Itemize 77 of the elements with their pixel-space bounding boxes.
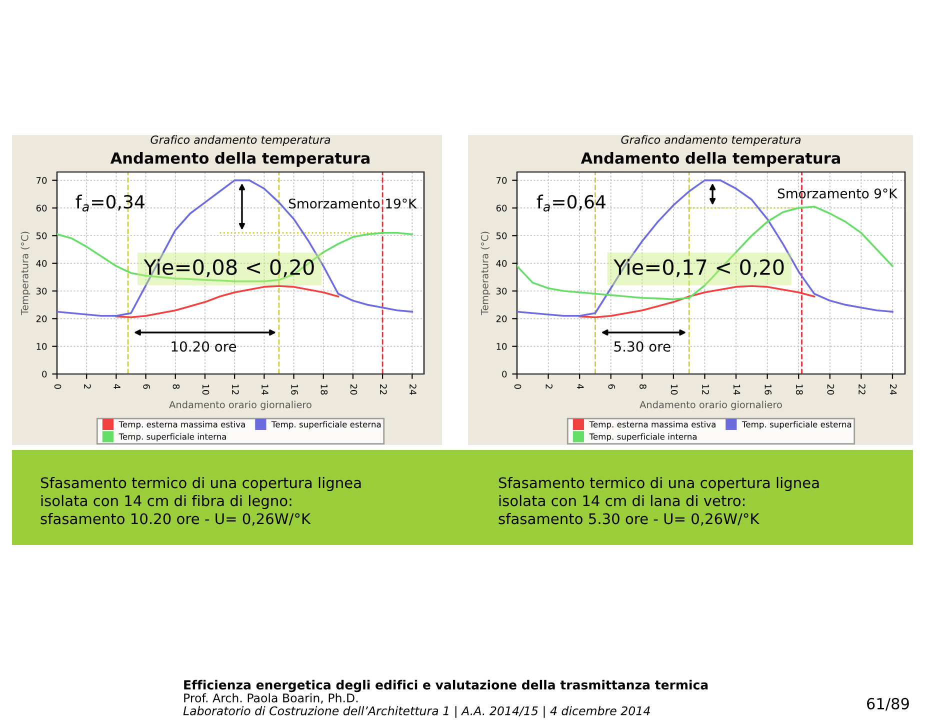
text: Sfasamento termico di una copertura lignea — [498, 476, 819, 492]
x-axis-title: Andamento orario giornaliero — [169, 400, 312, 410]
x-tick-label: 20 — [827, 384, 834, 395]
x-tick-label: 16 — [291, 384, 298, 395]
x-tick-label: 10 — [670, 384, 678, 395]
legend-label: Temp. superficiale interna — [118, 433, 226, 442]
x-tick-label: 6 — [608, 384, 616, 389]
x-tick-label: 12 — [232, 384, 239, 394]
x-tick-label: 18 — [320, 384, 328, 395]
y-tick-label: 60 — [496, 204, 507, 212]
x-tick-label: 2 — [546, 384, 552, 389]
y-axis-title: Temperatura (°C) — [480, 232, 490, 316]
x-tick-label: 4 — [114, 384, 120, 389]
y-tick-label: 40 — [36, 260, 47, 267]
y-tick-label: 20 — [496, 315, 507, 322]
y-tick-label: 20 — [36, 315, 47, 322]
y-tick-label: 30 — [496, 288, 507, 295]
line-series — [57, 232, 414, 282]
annotation: Yie=0,17 < 0,20 — [614, 258, 784, 278]
y-tick-label: 70 — [496, 177, 507, 184]
x-tick-label: 8 — [640, 384, 646, 389]
y-tick-label: 40 — [496, 260, 507, 267]
text: Efficienza energetica degli edifici e valutazione della trasmittanza termica — [184, 680, 708, 692]
y-tick-label: 50 — [36, 232, 47, 240]
annotation: 5.30 ore — [614, 341, 670, 352]
y-tick-label: 10 — [496, 343, 507, 350]
x-tick-label: 12 — [702, 384, 709, 394]
x-tick-label: 24 — [410, 384, 416, 395]
annotation: f$_{a}$=0,64 — [536, 194, 606, 212]
text: sfasamento 5.30 ore - U= 0,26W/°K — [498, 512, 760, 526]
y-tick-label: 60 — [36, 204, 47, 212]
text: 61/89 — [867, 698, 909, 711]
line-series — [115, 285, 340, 318]
x-tick-label: 6 — [143, 384, 150, 389]
x-tick-label: 24 — [890, 384, 897, 395]
x-tick-label: 20 — [350, 384, 358, 395]
text: isolata con 14 cm di fibra di legno: — [41, 494, 292, 510]
y-tick-label: 0 — [502, 370, 507, 378]
x-tick-label: 0 — [514, 384, 522, 389]
legend-label: Temp. esterna massima estiva — [589, 421, 716, 430]
legend-label: Temp. superficiale esterna — [742, 421, 852, 430]
chart-subtitle: Andamento della temperatura — [110, 152, 370, 167]
annotation: Smorzamento 19°K — [288, 198, 417, 209]
x-tick-label: 8 — [172, 384, 180, 389]
annotation: Yie=0,08 < 0,20 — [144, 258, 314, 278]
x-tick-label: 14 — [734, 384, 740, 395]
text: Prof. Arch. Paola Boarin, Ph.D. — [184, 693, 358, 704]
legend-label: Temp. superficiale interna — [589, 433, 697, 442]
x-tick-label: 22 — [858, 384, 866, 394]
annotation: Smorzamento 9°K — [778, 188, 898, 198]
y-tick-label: 10 — [36, 343, 47, 350]
chart-title: Grafico andamento temperatura — [621, 135, 801, 146]
x-tick-label: 16 — [764, 384, 772, 395]
y-tick-label: 70 — [36, 177, 47, 184]
x-tick-label: 4 — [577, 384, 584, 389]
x-tick-label: 22 — [380, 384, 387, 394]
line-series — [578, 285, 816, 318]
y-tick-label: 50 — [496, 232, 507, 240]
annotation: 10.20 ore — [172, 341, 236, 352]
y-tick-label: 0 — [42, 370, 47, 378]
y-axis-title: Temperatura (°C) — [20, 232, 30, 316]
legend-label: Temp. esterna massima estiva — [118, 421, 245, 430]
x-tick-label: 18 — [796, 384, 803, 395]
y-tick-label: 30 — [36, 288, 47, 295]
annotation: f$_{a}$=0,34 — [76, 194, 144, 212]
text: Sfasamento termico di una copertura lignea — [40, 476, 361, 492]
legend-label: Temp. superficiale esterna — [271, 421, 381, 430]
text: isolata con 14 cm di lana di vetro: — [499, 494, 745, 506]
x-axis-title: Andamento orario giornaliero — [640, 400, 782, 410]
chart-title: Grafico andamento temperatura — [150, 135, 330, 146]
chart-subtitle: Andamento della temperatura — [580, 152, 840, 167]
x-tick-label: 14 — [262, 384, 268, 395]
x-tick-label: 2 — [84, 384, 91, 389]
text: sfasamento 10.20 ore - U= 0,26W/°K — [40, 512, 311, 526]
x-tick-label: 0 — [54, 384, 62, 389]
x-tick-label: 10 — [202, 384, 210, 395]
text: Laboratorio di Costruzione dell’Architettura 1 | A.A. 2014/15 | 4 dicembre 2014 — [183, 706, 650, 718]
